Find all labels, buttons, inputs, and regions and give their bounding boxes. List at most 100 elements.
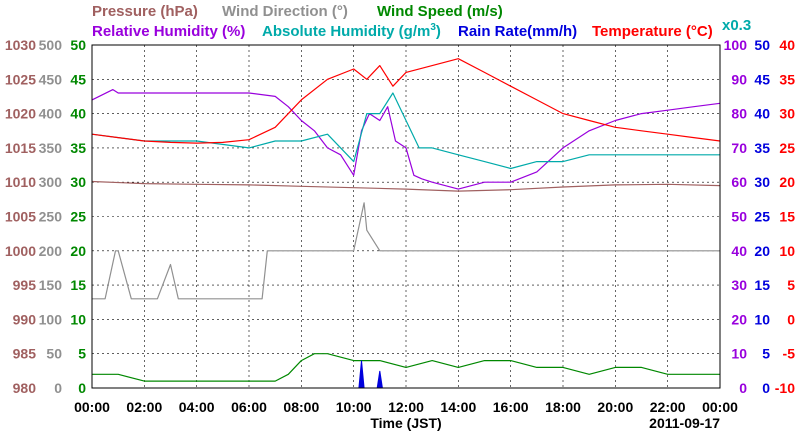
left-tick-label: 1005 bbox=[5, 209, 36, 225]
left-tick-label: 500 bbox=[39, 37, 63, 53]
right-tick-label: 80 bbox=[731, 106, 747, 122]
left-tick-label: 35 bbox=[70, 140, 86, 156]
series-temperature-c bbox=[91, 58, 721, 144]
right-tick-label: 10 bbox=[754, 311, 770, 327]
plot-frame bbox=[91, 44, 721, 389]
left-tick-label: 200 bbox=[39, 243, 63, 259]
left-tick-label: 1020 bbox=[5, 106, 36, 122]
series-layer bbox=[91, 58, 721, 389]
right-tick-label: 40 bbox=[731, 243, 747, 259]
legend-temperature: Temperature (°C) bbox=[592, 23, 713, 40]
left-tick-label: 50 bbox=[46, 346, 62, 362]
series-wind-speed-m-s bbox=[92, 353, 720, 382]
right-tick-label: 20 bbox=[779, 174, 795, 190]
left-tick-label: 1015 bbox=[5, 140, 36, 156]
right-tick-label: -5 bbox=[783, 346, 796, 362]
x-axis-label: Time (JST) bbox=[370, 415, 441, 431]
right-tick-label: 60 bbox=[731, 174, 747, 190]
legend-pressure: Pressure (hPa) bbox=[92, 3, 198, 20]
left-tick-label: 980 bbox=[13, 380, 37, 396]
left-tick-label: 50 bbox=[70, 37, 86, 53]
right-tick-label: 25 bbox=[754, 209, 770, 225]
left-tick-label: 450 bbox=[39, 71, 63, 87]
x-tick-label: 06:00 bbox=[231, 399, 267, 415]
x-tick-label: 22:00 bbox=[650, 399, 686, 415]
series-wind-direction bbox=[92, 202, 720, 300]
left-tick-label: 30 bbox=[70, 174, 86, 190]
left-tick-label: 5 bbox=[78, 346, 86, 362]
left-tick-label: 300 bbox=[39, 174, 63, 190]
right-tick-label: 5 bbox=[787, 277, 795, 293]
right-tick-label: 30 bbox=[731, 277, 747, 293]
left-tick-label: 1030 bbox=[5, 37, 36, 53]
left-tick-labels: 1030102510201015101010051000995990985980… bbox=[5, 37, 86, 396]
left-tick-label: 45 bbox=[70, 71, 86, 87]
right-tick-label: 40 bbox=[779, 37, 795, 53]
right-tick-label: 20 bbox=[754, 243, 770, 259]
right-tick-label: 5 bbox=[762, 346, 770, 362]
left-tick-label: 40 bbox=[70, 106, 86, 122]
series-relative-humidity bbox=[91, 89, 721, 190]
right-tick-labels: 1009080706050403020100504540353025201510… bbox=[724, 37, 796, 396]
x-tick-label: 16:00 bbox=[493, 399, 529, 415]
left-tick-label: 10 bbox=[70, 311, 86, 327]
right-tick-label: 15 bbox=[754, 277, 770, 293]
right-tick-label: 10 bbox=[731, 346, 747, 362]
date-label: 2011-09-17 bbox=[649, 415, 720, 431]
series-rain-rate-mm-h bbox=[92, 360, 720, 389]
right-tick-label: 40 bbox=[754, 106, 770, 122]
right-tick-label: 70 bbox=[731, 140, 747, 156]
x-tick-label: 00:00 bbox=[74, 399, 110, 415]
right-tick-label: 0 bbox=[787, 311, 795, 327]
left-tick-label: 1010 bbox=[5, 174, 36, 190]
legend-wind-speed: Wind Speed (m/s) bbox=[377, 3, 503, 20]
left-tick-label: 1000 bbox=[5, 243, 36, 259]
left-tick-label: 20 bbox=[70, 243, 86, 259]
right-tick-label: 50 bbox=[731, 209, 747, 225]
right-tick-label: 30 bbox=[754, 174, 770, 190]
x-tick-label: 00:00 bbox=[702, 399, 738, 415]
left-tick-label: 985 bbox=[13, 346, 37, 362]
right-tick-label: 50 bbox=[754, 37, 770, 53]
right-tick-label: -10 bbox=[775, 380, 795, 396]
right-tick-label: 100 bbox=[724, 37, 748, 53]
x-tick-label: 10:00 bbox=[336, 399, 372, 415]
right-tick-label: 35 bbox=[779, 71, 795, 87]
left-tick-label: 250 bbox=[39, 209, 63, 225]
x-tick-label: 20:00 bbox=[597, 399, 633, 415]
right-tick-label: 0 bbox=[762, 380, 770, 396]
x-tick-label: 12:00 bbox=[388, 399, 424, 415]
left-tick-label: 25 bbox=[70, 209, 86, 225]
grid bbox=[92, 45, 720, 388]
series-absolute-humidity-g-m3 bbox=[91, 92, 720, 170]
left-tick-label: 150 bbox=[39, 277, 63, 293]
left-tick-label: 350 bbox=[39, 140, 63, 156]
x-tick-labels: 00:00 02:00 04:00 06:00 08:00 10:00 12:00 14:00… bbox=[74, 399, 738, 415]
right-tick-label: 45 bbox=[754, 71, 770, 87]
left-tick-label: 0 bbox=[78, 380, 86, 396]
right-tick-label: 15 bbox=[779, 209, 795, 225]
left-tick-label: 400 bbox=[39, 106, 63, 122]
left-tick-label: 0 bbox=[54, 380, 62, 396]
left-tick-label: 995 bbox=[13, 277, 37, 293]
legend-wind-direction: Wind Direction (°) bbox=[222, 3, 348, 20]
left-tick-label: 100 bbox=[39, 311, 63, 327]
x-tick-label: 14:00 bbox=[440, 399, 476, 415]
right-tick-label: 90 bbox=[731, 71, 747, 87]
left-tick-label: 1025 bbox=[5, 71, 36, 87]
legend-relative-humidity: Relative Humidity (%) bbox=[92, 23, 245, 40]
left-tick-label: 15 bbox=[70, 277, 86, 293]
right-tick-label: 30 bbox=[779, 106, 795, 122]
legend-multiplier: x0.3 bbox=[722, 17, 751, 34]
x-tick-label: 08:00 bbox=[283, 399, 319, 415]
right-tick-label: 20 bbox=[731, 311, 747, 327]
right-tick-label: 35 bbox=[754, 140, 770, 156]
series-pressure-hpa bbox=[91, 180, 721, 192]
legend-absolute-humidity: Absolute Humidity (g/m3) bbox=[262, 22, 441, 40]
right-tick-label: 10 bbox=[779, 243, 795, 259]
x-tick-label: 02:00 bbox=[126, 399, 162, 415]
x-tick-label: 18:00 bbox=[545, 399, 581, 415]
left-tick-label: 990 bbox=[13, 311, 37, 327]
right-tick-label: 25 bbox=[779, 140, 795, 156]
